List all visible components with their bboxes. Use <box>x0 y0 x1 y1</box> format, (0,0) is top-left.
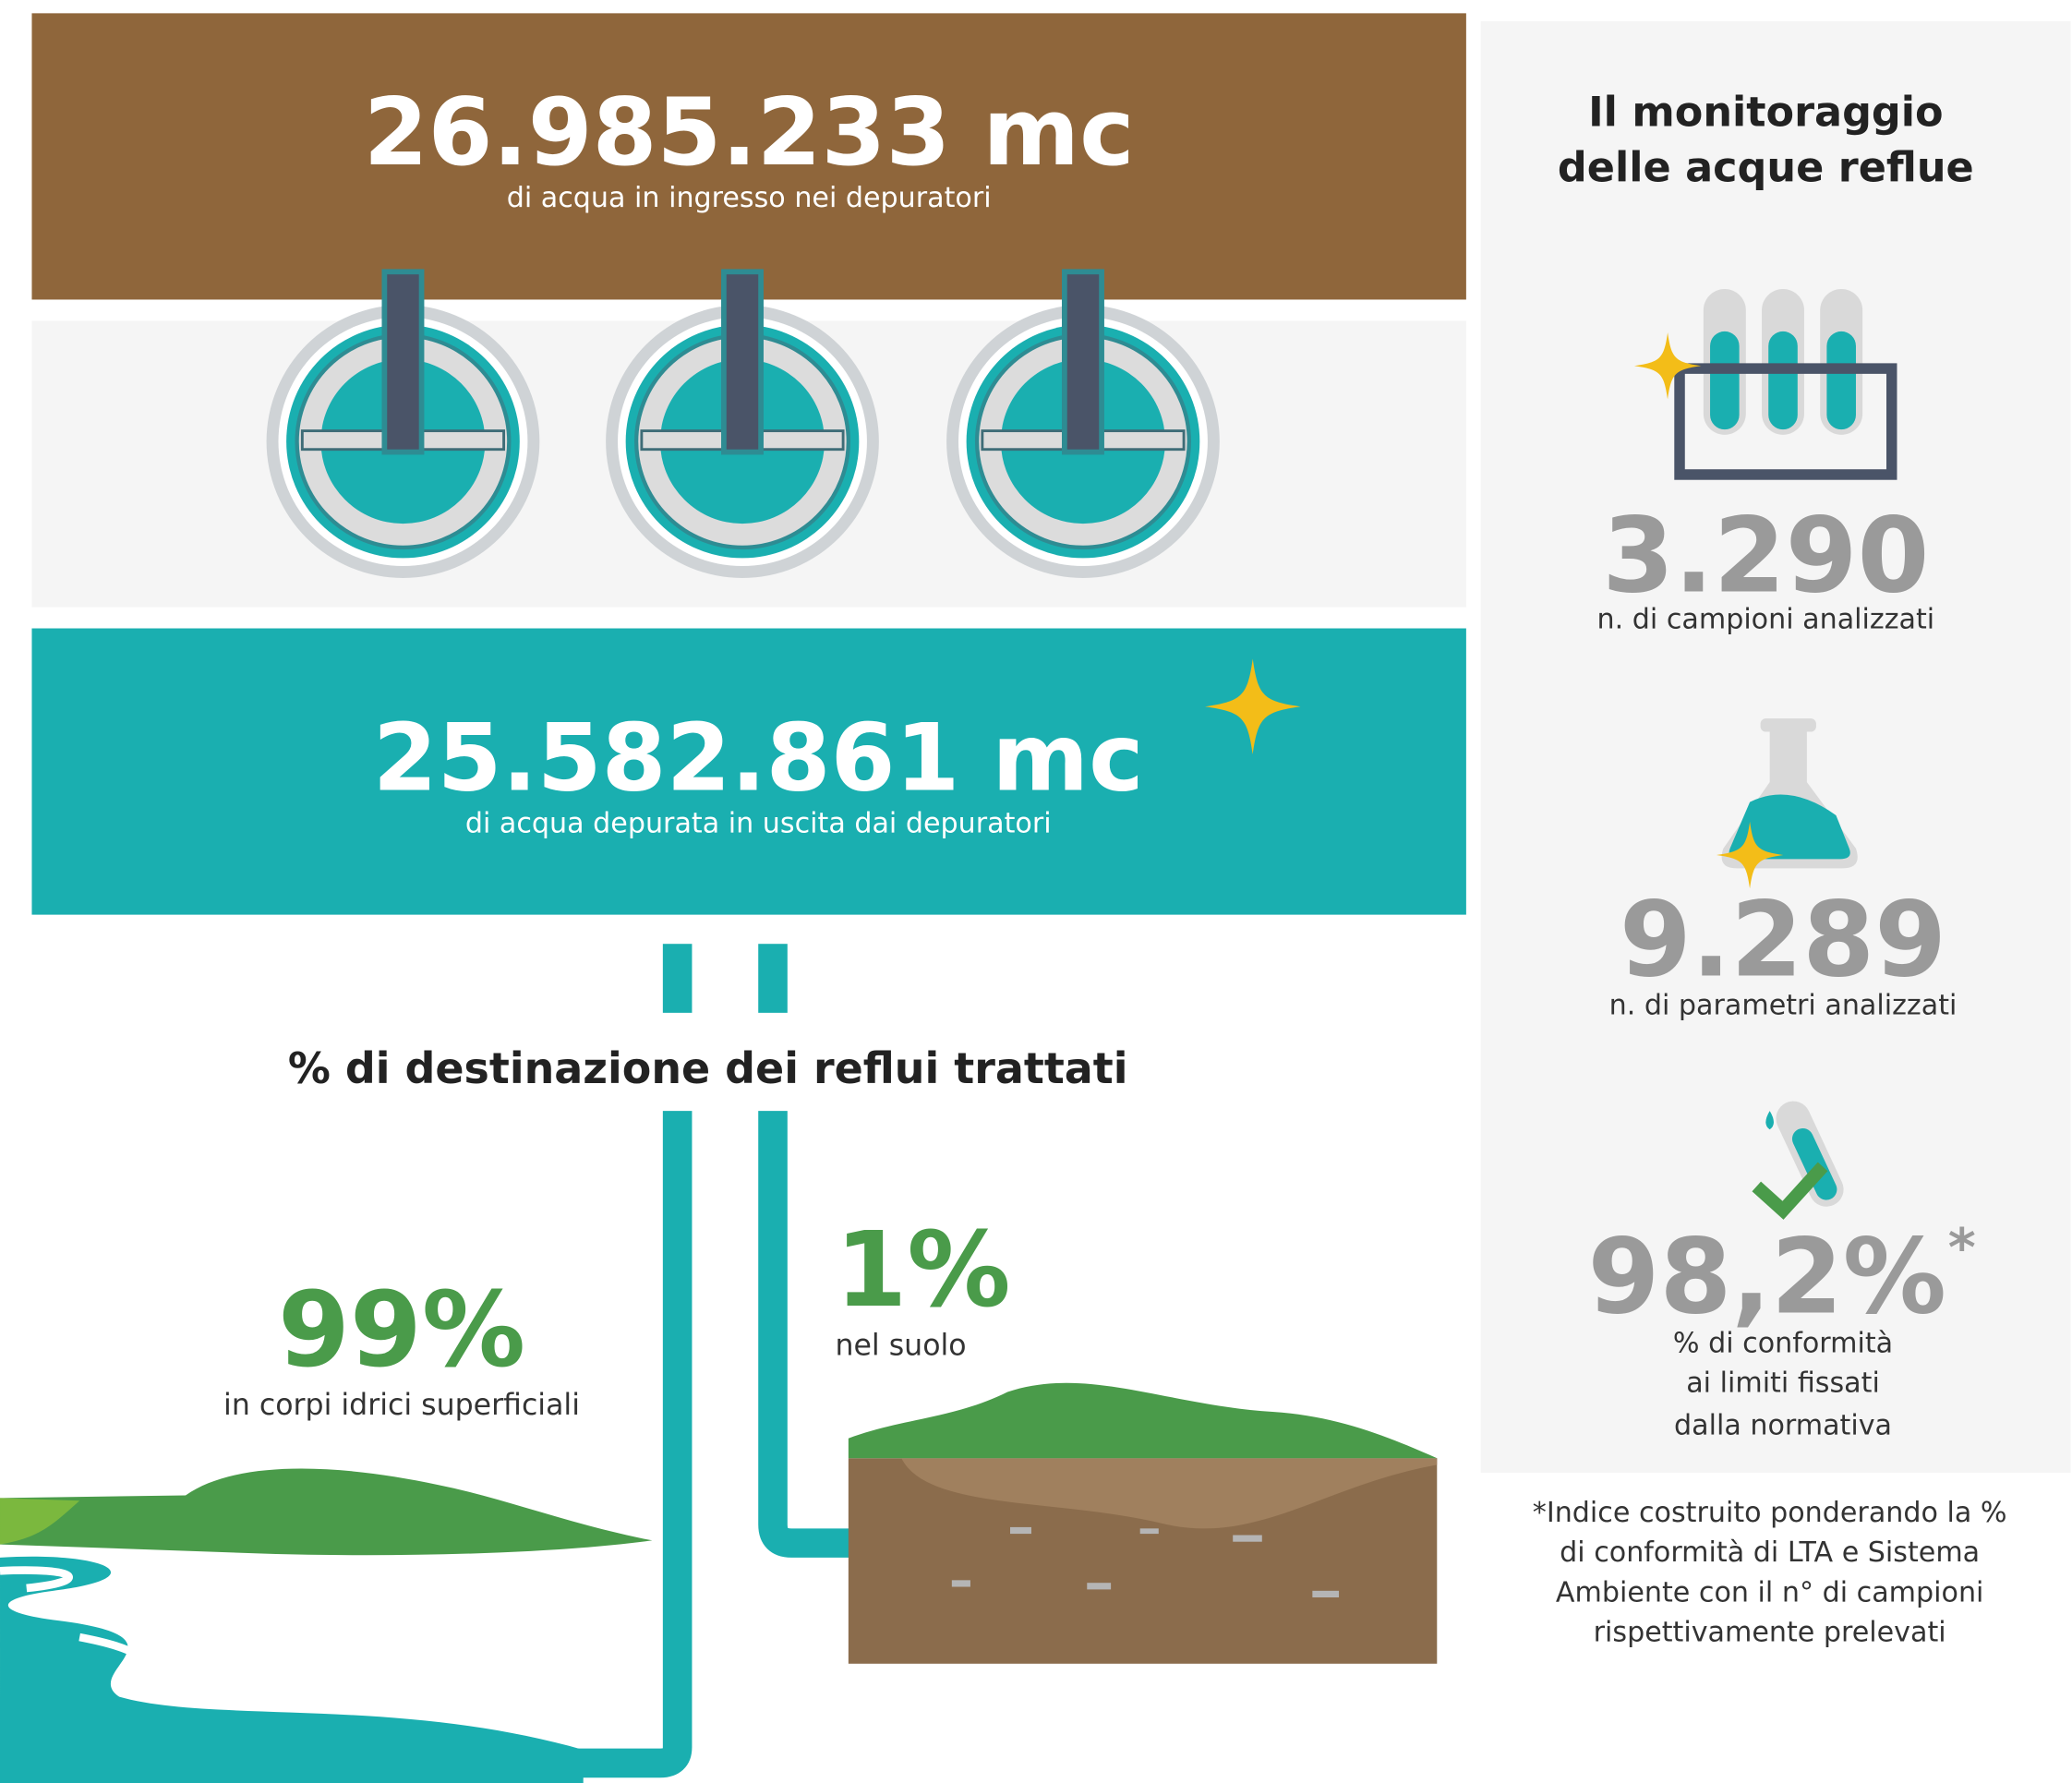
pipe <box>758 944 788 1013</box>
stat-label: n. di campioni analizzati <box>1597 604 1935 636</box>
inflow-band <box>31 13 1466 300</box>
check-tube-icon <box>1752 1101 1844 1220</box>
surface-value: 99% <box>278 1271 525 1391</box>
stat-value: 98,2% <box>1588 1217 1946 1337</box>
destination-title: % di destinazione dei reflui trattati <box>288 1043 1128 1093</box>
soil-layer <box>901 1458 1438 1529</box>
hill <box>0 1498 80 1545</box>
inflow-value: 26.985.233 mc <box>364 78 1135 187</box>
test-tubes-icon <box>1633 288 1897 480</box>
outflow-value: 25.582.861 mc <box>373 705 1144 813</box>
footnote: Ambiente con il n° di campioni <box>1556 1576 1984 1608</box>
clarifier <box>606 271 879 578</box>
pipe <box>570 1111 693 1778</box>
footnote: rispettivamente prelevati <box>1594 1616 1946 1648</box>
soil-value: 1% <box>835 1211 1010 1331</box>
grass <box>848 1382 1438 1459</box>
flask-icon <box>1716 718 1858 889</box>
note-mark: * <box>1948 1217 1976 1279</box>
clarifier <box>267 271 540 578</box>
outflow-label: di acqua depurata in uscita dai depurato… <box>465 808 1052 840</box>
pebbles <box>951 1526 1340 1598</box>
river <box>0 1556 584 1783</box>
footnote: di conformità di LTA e Sistema <box>1560 1536 1980 1569</box>
stat-value: 9.289 <box>1620 881 1946 1001</box>
stat-value: 3.290 <box>1602 496 1929 616</box>
clarifier <box>946 271 1220 578</box>
hill <box>0 1468 653 1556</box>
surface-label: in corpi idrici superficiali <box>223 1389 580 1422</box>
pipe <box>758 1111 856 1558</box>
stat-label: n. di parametri analizzati <box>1609 989 1958 1021</box>
monitoring-title: Il monitoraggio <box>1588 89 1944 136</box>
monitoring-title: delle acque reflue <box>1558 145 1974 192</box>
pipe <box>662 944 693 1013</box>
river-bank <box>0 1566 200 1694</box>
outflow-band <box>31 628 1466 915</box>
inflow-label: di acqua in ingresso nei depuratori <box>507 182 992 214</box>
soil-label: nel suolo <box>835 1329 966 1362</box>
stat-label: % di conformità <box>1673 1327 1893 1359</box>
stat-label: dalla normativa <box>1674 1409 1892 1441</box>
footnote: *Indice costruito ponderando la % <box>1533 1497 2007 1529</box>
stat-label: ai limiti fissati <box>1686 1367 1880 1399</box>
